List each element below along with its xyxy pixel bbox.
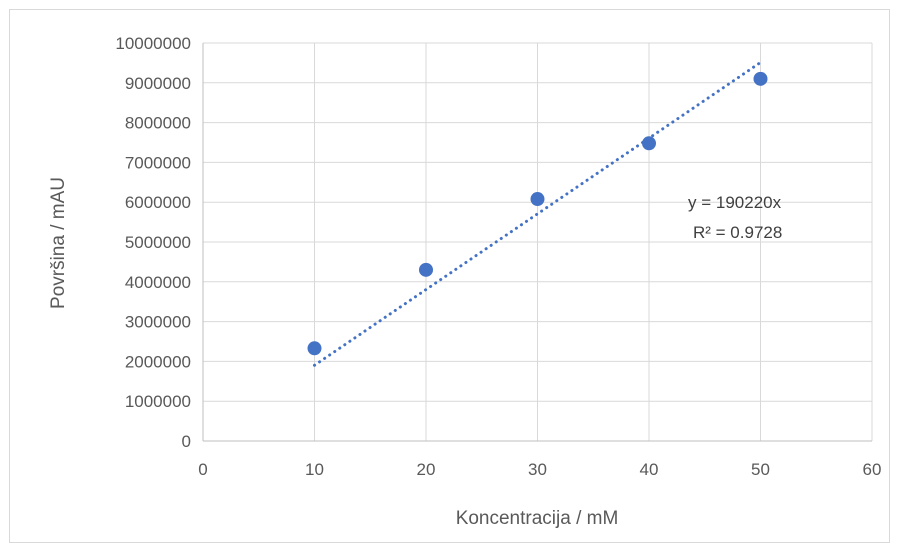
x-tick-label: 0 (198, 460, 207, 479)
y-tick-label: 4000000 (125, 273, 191, 292)
linear-trendline (313, 60, 762, 367)
r-squared-label: R² = 0.9728 (693, 223, 782, 242)
x-tick-label: 40 (640, 460, 659, 479)
x-tick-label: 50 (751, 460, 770, 479)
x-axis-title: Koncentracija / mM (456, 508, 619, 529)
x-tick-label: 60 (863, 460, 882, 479)
y-tick-label: 9000000 (125, 74, 191, 93)
y-tick-label: 7000000 (125, 153, 191, 172)
y-tick-label: 6000000 (125, 193, 191, 212)
y-axis-title: Površina / mAU (48, 177, 69, 309)
y-tick-label: 5000000 (125, 233, 191, 252)
y-tick-label: 0 (182, 432, 191, 451)
y-tick-label: 8000000 (125, 114, 191, 133)
data-point (307, 341, 322, 356)
axes (202, 43, 872, 442)
y-tick-label: 2000000 (125, 352, 191, 371)
data-point (642, 136, 656, 151)
tick-labels: 0 1000000 2000000 3000000 4000000 5000000 6000… (115, 34, 881, 479)
x-tick-label: 10 (305, 460, 324, 479)
x-tick-label: 20 (417, 460, 436, 479)
chart-area (9, 9, 890, 543)
trendline-equation: y = 190220x (688, 193, 782, 212)
y-tick-label: 10000000 (115, 34, 191, 53)
data-points (307, 71, 768, 356)
y-tick-label: 3000000 (125, 313, 191, 332)
y-tick-label: 1000000 (125, 392, 191, 411)
gridlines (203, 42, 873, 441)
trendline (313, 60, 762, 367)
data-point (753, 71, 768, 86)
data-point (419, 262, 433, 277)
data-point (530, 192, 545, 207)
x-tick-label: 30 (528, 460, 547, 479)
